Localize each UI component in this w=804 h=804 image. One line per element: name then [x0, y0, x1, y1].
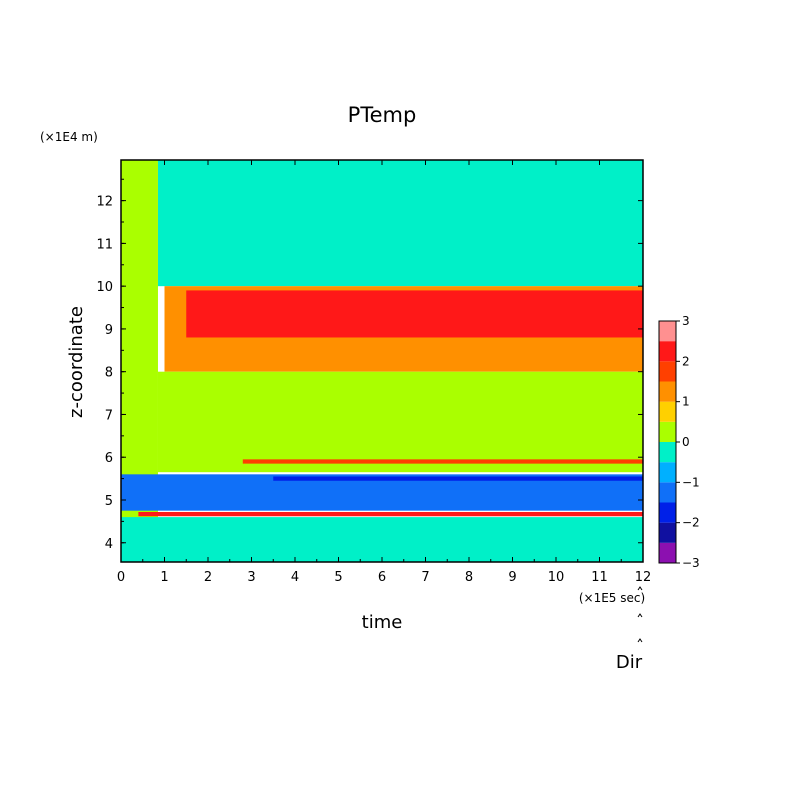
x-tick-label: 11: [591, 570, 608, 585]
y-tick-label: 5: [105, 494, 113, 509]
x-tick-label: 6: [378, 570, 386, 585]
colorbar-tick-label: 2: [682, 354, 690, 368]
plot-area: [121, 160, 643, 562]
colorbar-tick-label: −3: [682, 556, 700, 570]
y-tick-label: 7: [105, 408, 113, 423]
x-tick-label: 5: [334, 570, 342, 585]
y-tick-label: 12: [96, 195, 113, 210]
y-tick-label: 6: [105, 451, 113, 466]
x-axis-label: time: [362, 612, 403, 633]
y-axis-label: z-coordinate: [66, 306, 87, 418]
x-tick-label: 7: [421, 570, 429, 585]
colorbar-swatch: [659, 421, 676, 442]
x-tick-label: 3: [247, 570, 255, 585]
colorbar: −3 −2 −1 0 1 2 3: [658, 314, 700, 570]
colorbar-swatch: [659, 341, 676, 362]
y-tick-label: 8: [105, 366, 113, 381]
colorbar-swatch: [659, 361, 676, 382]
x-tick-label: 12: [635, 570, 652, 585]
colorbar-swatch: [659, 401, 676, 422]
x-tick-label: 2: [204, 570, 212, 585]
chart-title: PTemp: [348, 103, 417, 127]
colorbar-swatch: [659, 482, 676, 503]
colorbar-tick-label: 3: [682, 314, 690, 328]
x-tick-label: 9: [508, 570, 516, 585]
x-tick-label: 10: [548, 570, 565, 585]
colorbar-tick-label: −1: [682, 475, 700, 489]
colorbar-swatch: [659, 502, 676, 523]
y-tick-label: 9: [105, 323, 113, 338]
x-tick-label: 1: [160, 570, 168, 585]
x-unit-label: (×1E5 sec): [579, 591, 645, 605]
colorbar-tick-label: 1: [682, 395, 690, 409]
colorbar-tick-label: −2: [682, 516, 700, 530]
y-unit-label: (×1E4 m): [40, 130, 98, 144]
colorbar-swatch: [659, 442, 676, 463]
x-tick-label: 0: [117, 570, 125, 585]
colorbar-swatch: [659, 522, 676, 543]
colorbar-tick-label: 0: [682, 435, 690, 449]
x-tick-label: 4: [291, 570, 299, 585]
region-warm-line-4.7: [138, 511, 643, 517]
region-warm-line-5.9: [242, 459, 643, 464]
colorbar-swatch: [659, 542, 676, 563]
region-upper-stable: [157, 160, 643, 287]
direction-marker: Dir: [616, 586, 643, 673]
x-axis: 0 1 2 3 4 5 6 7 8 9 10 11 12: [117, 160, 651, 585]
colorbar-swatch: [659, 321, 676, 342]
y-tick-label: 4: [105, 537, 113, 552]
direction-label: Dir: [616, 652, 643, 673]
direction-tick-mark: [637, 586, 643, 643]
colorbar-swatch: [659, 381, 676, 402]
colorbar-swatch: [659, 462, 676, 483]
region-lower-banding: [121, 517, 643, 562]
y-tick-label: 10: [96, 280, 113, 295]
y-tick-label: 11: [96, 237, 113, 252]
region-cold-core: [273, 476, 643, 481]
region-mid-troposphere: [157, 371, 643, 473]
x-tick-label: 8: [465, 570, 473, 585]
y-axis: 4 5 6 7 8 9 10 11 12: [96, 178, 643, 552]
region-hot-layer-core: [186, 290, 643, 338]
